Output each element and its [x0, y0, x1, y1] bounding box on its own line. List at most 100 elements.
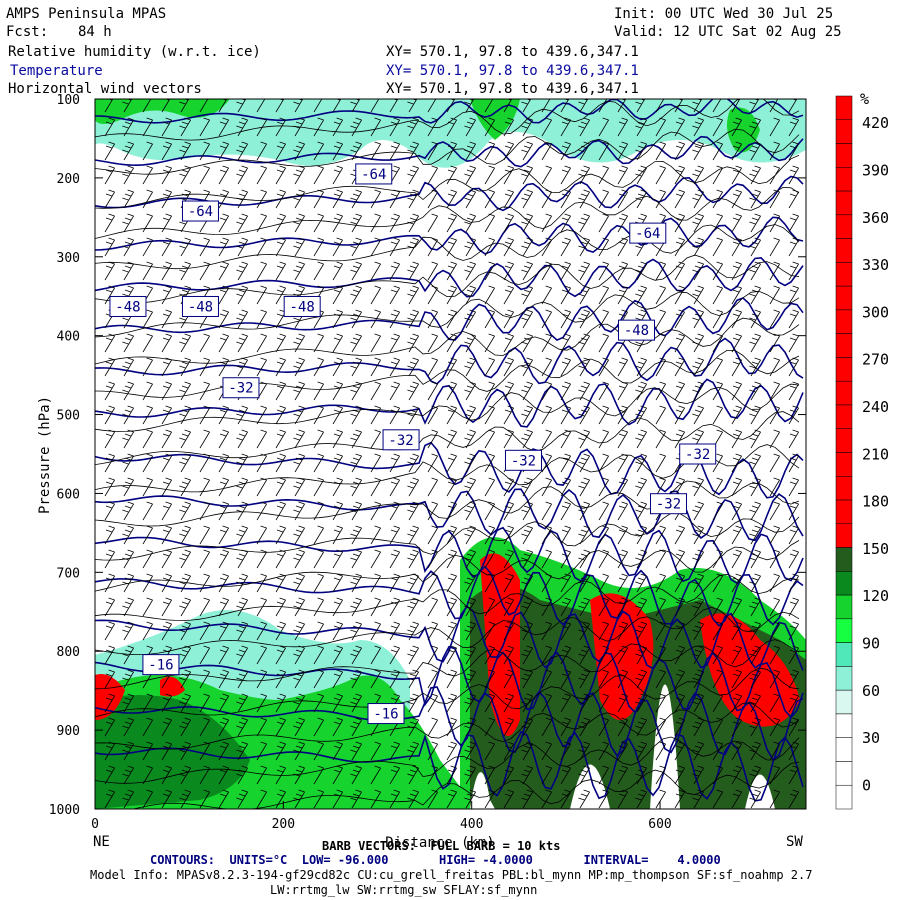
wind-barb [521, 693, 533, 713]
wind-barb [313, 573, 324, 593]
wind-barb [370, 213, 381, 233]
wind-barb [521, 357, 533, 377]
wind-barb [256, 525, 267, 545]
wind-barb [275, 381, 286, 401]
wind-barb [179, 429, 191, 449]
svg-text:-32: -32 [388, 433, 413, 449]
wind-barb [104, 261, 115, 281]
wind-barb [464, 309, 476, 329]
wind-barb [731, 285, 742, 305]
wind-barb [712, 597, 723, 617]
theta-line [95, 667, 800, 718]
wind-barb [370, 597, 381, 617]
wind-barb [578, 525, 590, 545]
wind-barb [293, 789, 305, 809]
wind-barb [370, 333, 381, 353]
wind-barb [199, 549, 210, 569]
wind-barb [256, 405, 267, 425]
wind-barb [578, 357, 590, 377]
wind-barb [521, 141, 533, 161]
colorbar-swatch [835, 713, 853, 738]
wind-barb [293, 213, 305, 233]
wind-barb [218, 405, 229, 425]
wind-barb [635, 381, 647, 401]
wind-barb [560, 645, 571, 665]
wind-barb [712, 477, 723, 497]
wind-barb [464, 333, 476, 353]
wind-barb [313, 645, 324, 665]
wind-barb [104, 165, 115, 185]
wind-barb [446, 693, 457, 713]
colorbar-swatch [835, 190, 853, 216]
wind-barb [161, 117, 172, 137]
isotherm-line [95, 297, 804, 342]
wind-barb [578, 309, 590, 329]
wind-barb [256, 117, 267, 137]
wind-barb [578, 99, 589, 113]
wind-barb [199, 693, 210, 713]
wind-barb [332, 525, 343, 545]
wind-barb [427, 549, 438, 569]
wind-barb [464, 429, 476, 449]
wind-barb [161, 693, 172, 713]
wind-barb [484, 285, 495, 305]
wind-barb [560, 213, 571, 233]
wind-barb [692, 765, 704, 785]
wind-barb [407, 477, 419, 497]
wind-barb [503, 741, 514, 761]
wind-barb [769, 333, 780, 353]
wind-barb [332, 237, 343, 257]
wind-barb [712, 141, 723, 161]
wind-barb [446, 381, 457, 401]
wind-barb [464, 357, 476, 377]
wind-barb [142, 261, 153, 281]
theta-line [95, 736, 800, 784]
wind-barb [142, 621, 153, 641]
y-tick-label: 700 [57, 566, 80, 581]
rh-area-lower-dark [95, 695, 250, 809]
wind-barb [503, 285, 514, 305]
wind-barb [731, 237, 742, 257]
wind-barb [446, 165, 457, 185]
wind-barb [199, 741, 210, 761]
wind-barb [541, 141, 552, 161]
wind-barb [179, 693, 191, 713]
wind-barb [122, 141, 134, 161]
wind-barb [692, 237, 704, 257]
wind-barb [313, 501, 324, 521]
wind-barb [446, 453, 457, 473]
wind-barb [179, 645, 191, 665]
wind-barb [503, 141, 514, 161]
wind-barb [313, 381, 324, 401]
wind-barb [598, 621, 609, 641]
isotherm-line [95, 99, 804, 124]
wind-barb [731, 357, 742, 377]
wind-barb [598, 285, 609, 305]
wind-barb [655, 765, 666, 785]
temperature-label: -48 [617, 319, 655, 341]
wind-barb [161, 477, 172, 497]
wind-barb [407, 141, 419, 161]
wind-barb [179, 501, 191, 521]
wind-barb [692, 597, 704, 617]
wind-barb [256, 189, 267, 209]
colorbar-swatch [835, 666, 853, 691]
colorbar-swatch [835, 380, 853, 406]
y-tick-label: 900 [57, 724, 80, 739]
wind-barb [370, 405, 381, 425]
wind-barb [617, 789, 628, 809]
wind-barb [236, 645, 248, 665]
wind-barb [655, 333, 666, 353]
wind-barb [560, 525, 571, 545]
wind-barb [503, 309, 514, 329]
wind-barb [275, 693, 286, 713]
wind-barb [635, 789, 647, 809]
wind-barb [560, 693, 571, 713]
wind-barb [731, 693, 742, 713]
wind-barb [635, 525, 647, 545]
wind-barb [503, 597, 514, 617]
wind-barb [464, 189, 476, 209]
wind-barb [769, 477, 780, 497]
wind-barb [122, 189, 134, 209]
wind-barb [313, 261, 324, 281]
